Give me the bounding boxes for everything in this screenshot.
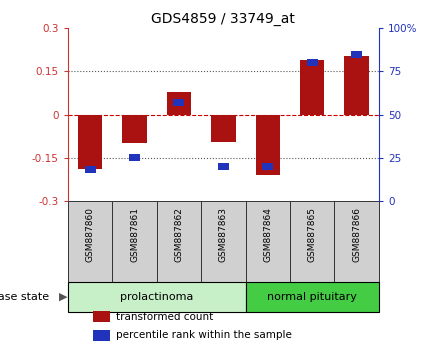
Bar [262,163,273,170]
Bar [93,311,110,322]
Bar [300,60,325,115]
Text: transformed count: transformed count [116,312,213,322]
Bar [307,59,318,66]
Bar [129,154,140,161]
Text: percentile rank within the sample: percentile rank within the sample [116,330,292,340]
Bar [68,282,246,312]
Text: GSM887863: GSM887863 [219,207,228,262]
Text: prolactinoma: prolactinoma [120,292,194,302]
Bar [93,330,110,341]
Text: GSM887861: GSM887861 [130,207,139,262]
Bar [344,56,369,115]
Text: normal pituitary: normal pituitary [267,292,357,302]
Bar [167,92,191,115]
Bar [246,201,290,282]
Bar [256,115,280,175]
Bar [78,115,102,169]
Bar [290,201,335,282]
Text: GSM887865: GSM887865 [308,207,317,262]
Bar [157,201,201,282]
Text: GSM887866: GSM887866 [352,207,361,262]
Text: disease state: disease state [0,292,49,302]
Bar [122,115,147,143]
Title: GDS4859 / 33749_at: GDS4859 / 33749_at [152,12,295,26]
Text: GSM887864: GSM887864 [263,207,272,262]
Bar [173,99,184,106]
Bar [246,282,379,312]
Bar [68,201,112,282]
Bar [211,115,236,142]
Bar [201,201,246,282]
Bar [112,201,157,282]
Text: ▶: ▶ [59,292,67,302]
Bar [351,51,362,58]
Text: GSM887860: GSM887860 [85,207,95,262]
Text: GSM887862: GSM887862 [174,207,184,262]
Bar [85,166,95,173]
Bar [335,201,379,282]
Bar [218,163,229,170]
